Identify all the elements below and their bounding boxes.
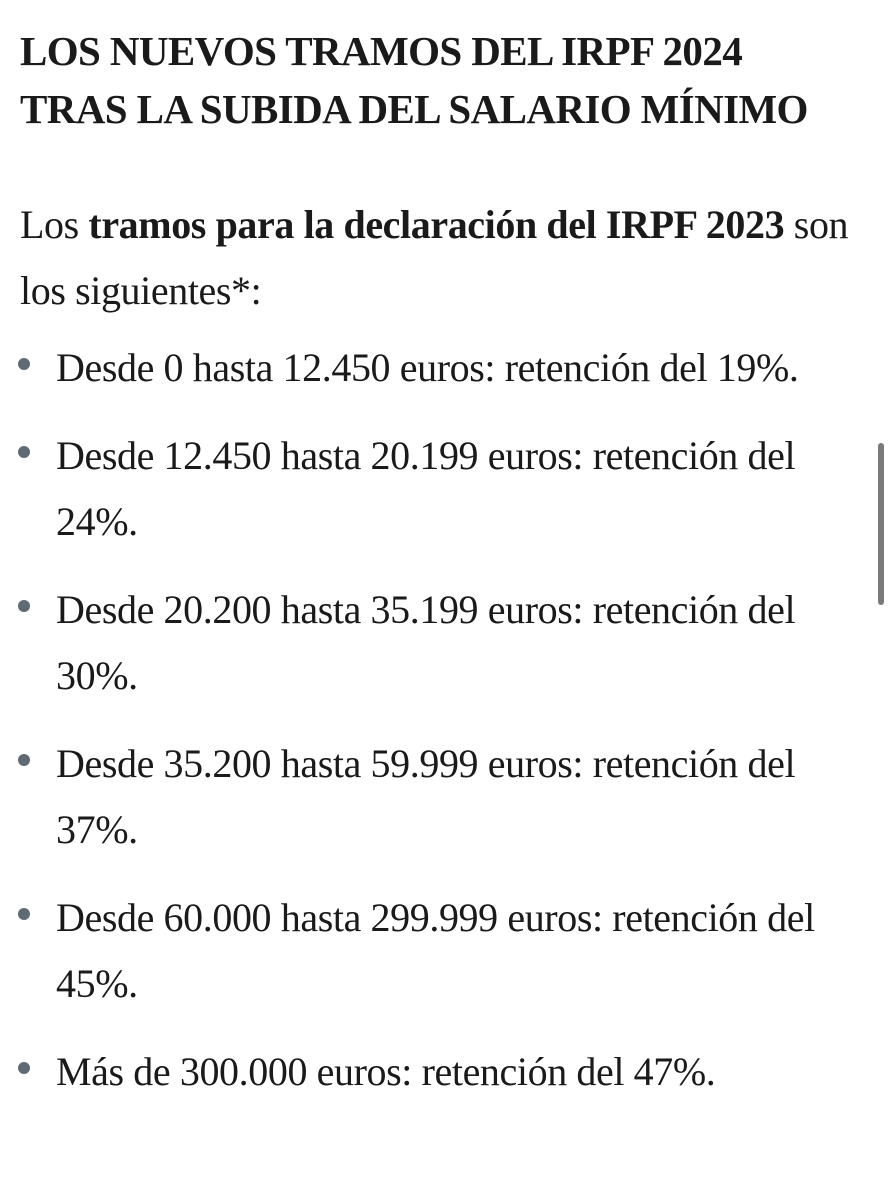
list-item: Desde 20.200 hasta 35.199 euros: retenci… [0, 577, 871, 709]
vertical-scrollbar[interactable] [878, 443, 884, 605]
intro-prefix: Los [20, 202, 89, 247]
list-item: Desde 12.450 hasta 20.199 euros: retenci… [0, 423, 871, 555]
headline-line-1: LOS NUEVOS TRAMOS DEL IRPF 2024 [20, 28, 743, 74]
bullet-dot-icon [18, 358, 30, 370]
intro-suffix: son los siguientes*: [20, 202, 849, 313]
list-item-text: Desde 60.000 hasta 299.999 euros: retenc… [56, 895, 815, 1006]
list-item-text: Desde 0 hasta 12.450 euros: retención de… [56, 345, 799, 390]
intro-bold-text: tramos para la declaración del IRPF 2023 [88, 202, 785, 247]
list-item-text: Desde 20.200 hasta 35.199 euros: retenci… [56, 587, 796, 698]
article-headline: LOS NUEVOS TRAMOS DEL IRPF 2024 TRAS LA … [20, 22, 860, 138]
list-item-text: Desde 35.200 hasta 59.999 euros: retenci… [56, 741, 796, 852]
bullet-dot-icon [18, 908, 30, 920]
list-item-text: Desde 12.450 hasta 20.199 euros: retenci… [56, 433, 796, 544]
list-item: Desde 0 hasta 12.450 euros: retención de… [0, 335, 871, 401]
list-item: Desde 60.000 hasta 299.999 euros: retenc… [0, 885, 871, 1017]
tax-brackets-list: Desde 0 hasta 12.450 euros: retención de… [0, 335, 880, 1127]
intro-paragraph: Los tramos para la declaración del IRPF … [20, 192, 880, 324]
list-item: Más de 300.000 euros: retención del 47%. [0, 1039, 871, 1105]
headline-line-2: TRAS LA SUBIDA DEL SALARIO MÍNIMO [20, 86, 808, 132]
bullet-dot-icon [18, 446, 30, 458]
bullet-dot-icon [18, 600, 30, 612]
list-item: Desde 35.200 hasta 59.999 euros: retenci… [0, 731, 871, 863]
bullet-dot-icon [18, 754, 30, 766]
bullet-dot-icon [18, 1062, 30, 1074]
list-item-text: Más de 300.000 euros: retención del 47%. [56, 1049, 716, 1094]
